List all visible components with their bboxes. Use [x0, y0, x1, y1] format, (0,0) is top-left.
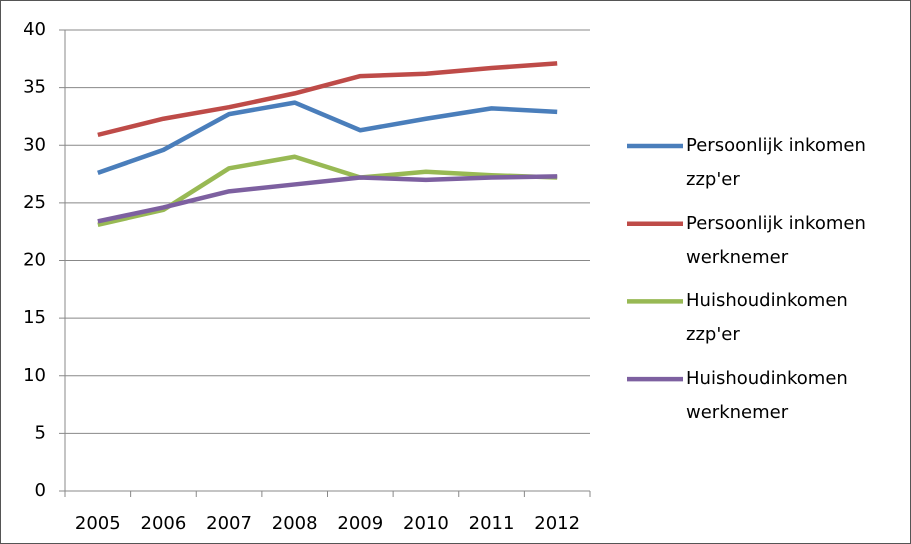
x-tick-label: 2007 — [206, 513, 252, 534]
series-line — [97, 154, 558, 227]
y-tick-label: 30 — [23, 134, 46, 155]
x-tick-label: 2008 — [272, 513, 318, 534]
series-line — [97, 61, 558, 138]
legend-label: Persoonlijk inkomen werknemer — [686, 212, 866, 268]
y-tick-label: 10 — [23, 365, 46, 386]
legend-label: Huishoudinkomen werknemer — [686, 368, 848, 424]
series-line — [97, 100, 558, 176]
y-tick-label: 40 — [23, 19, 46, 40]
x-tick-label: 2012 — [534, 513, 580, 534]
x-tick-label: 2005 — [75, 513, 121, 534]
x-tick-label: 2009 — [337, 513, 383, 534]
y-tick-label: 35 — [23, 77, 46, 98]
y-tick-label: 20 — [23, 250, 46, 271]
x-tick-label: 2011 — [469, 513, 515, 534]
series-line — [97, 174, 558, 224]
y-tick-label: 25 — [23, 192, 46, 213]
y-tick-label: 0 — [35, 480, 46, 501]
x-tick-label: 2006 — [141, 513, 187, 534]
y-tick-label: 15 — [23, 307, 46, 328]
y-tick-label: 5 — [35, 422, 46, 443]
legend-label: Huishoudinkomen zzp'er — [686, 290, 848, 346]
x-tick-label: 2010 — [403, 513, 449, 534]
legend-label: Persoonlijk inkomen zzp'er — [686, 135, 866, 190]
